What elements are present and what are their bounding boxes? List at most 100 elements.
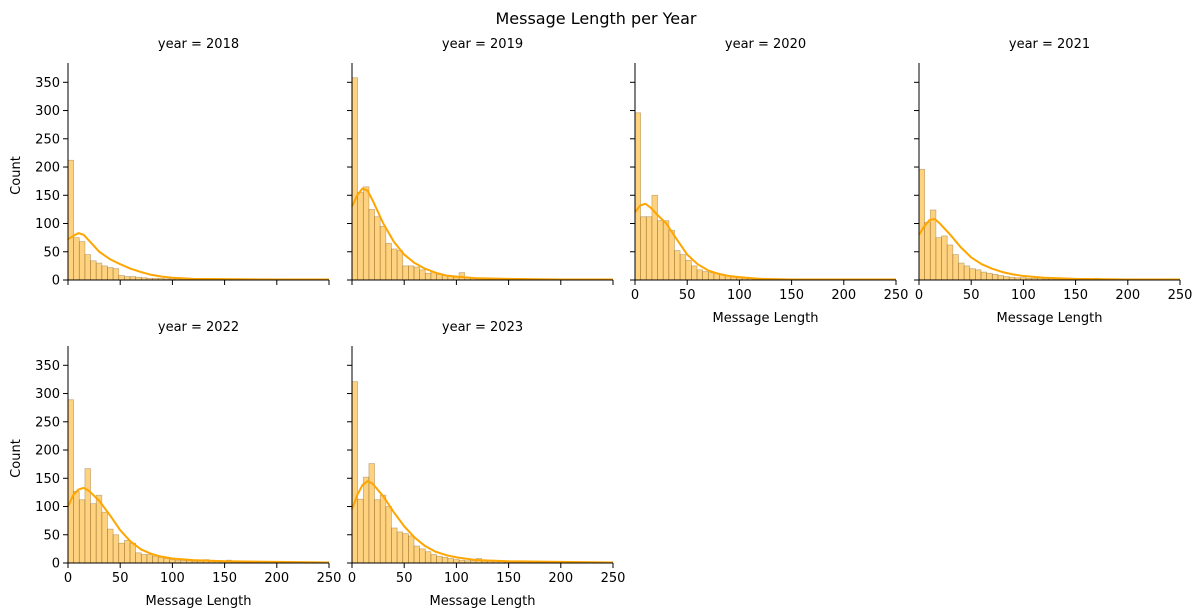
- histogram-bar: [107, 267, 114, 281]
- histogram-bar: [391, 248, 398, 281]
- x-tick-label: 200: [548, 571, 573, 586]
- histogram-bar: [436, 555, 443, 564]
- histogram-bar: [651, 194, 658, 281]
- histogram-bar: [95, 494, 103, 564]
- histogram-bar: [447, 558, 454, 564]
- histogram-bar: [645, 216, 653, 281]
- histogram-bar: [90, 260, 97, 281]
- kde-curve: [351, 480, 614, 564]
- x-tick-label: 50: [112, 571, 129, 586]
- facet-panel-2023: year = 2023 0 50 100 150 200 250 Message Length: [347, 320, 625, 609]
- histogram-bar: [963, 265, 971, 281]
- histogram-bar: [112, 268, 120, 281]
- histogram-bar: [640, 216, 647, 281]
- histogram-bar: [129, 542, 136, 564]
- histogram-bar: [124, 276, 131, 281]
- facet-label: year = 2018: [158, 37, 239, 52]
- y-axis-label: Count: [9, 156, 24, 195]
- x-tick-label: 0: [631, 288, 639, 303]
- x-axis-label: Message Length: [146, 594, 252, 609]
- y-tick-label: 300: [35, 104, 60, 119]
- facet-panel-2021: year = 2021 0 50 100 150 200 250 Message Length: [914, 37, 1192, 326]
- histogram-bar: [351, 381, 358, 564]
- histogram-bar: [424, 551, 432, 564]
- y-tick-label: 350: [35, 359, 60, 374]
- histogram-bar: [691, 265, 698, 281]
- x-tick-label: 0: [348, 571, 356, 586]
- y-tick-label: 100: [35, 500, 60, 515]
- histogram-bar: [95, 262, 103, 281]
- histogram-bar: [351, 77, 358, 281]
- kde-curve: [67, 232, 329, 281]
- histogram-bar: [67, 399, 74, 564]
- x-tick-label: 150: [1063, 288, 1088, 303]
- x-tick-label: 50: [963, 288, 980, 303]
- facet-panel-2019: year = 2019: [347, 37, 614, 285]
- facet-panel-2018: year = 2018 0 50 100 150 200 250 300 350 Count: [9, 37, 330, 289]
- histogram-bar: [685, 259, 692, 281]
- histogram-bar: [362, 476, 370, 564]
- facet-label: year = 2021: [1009, 37, 1090, 52]
- x-tick-label: 250: [317, 571, 342, 586]
- histogram-bar: [379, 494, 387, 564]
- chart-title: Message Length per Year: [495, 9, 696, 28]
- y-tick-label: 300: [35, 387, 60, 402]
- x-tick-label: 100: [160, 571, 185, 586]
- histogram-bar: [169, 559, 176, 564]
- histogram-bar: [453, 559, 460, 564]
- histogram-bar: [413, 266, 421, 281]
- facet-label: year = 2023: [442, 320, 523, 335]
- kde-curve: [918, 217, 1180, 281]
- y-tick-label: 250: [35, 132, 60, 147]
- y-axis-label: Count: [9, 439, 24, 478]
- x-tick-label: 0: [64, 571, 72, 586]
- histogram-bar: [935, 237, 942, 281]
- histogram-bar: [941, 235, 948, 281]
- histogram-bar: [129, 276, 136, 281]
- x-tick-label: 250: [1168, 288, 1193, 303]
- y-tick-label: 200: [35, 444, 60, 459]
- histogram-bar: [118, 275, 125, 281]
- x-tick-label: 200: [831, 288, 856, 303]
- histogram-bar: [101, 511, 108, 564]
- y-tick-label: 0: [52, 274, 60, 289]
- histogram-bar: [924, 222, 931, 281]
- histogram-bar: [402, 265, 409, 281]
- histogram-bar: [668, 229, 675, 281]
- histogram-bar: [78, 499, 86, 564]
- x-tick-label: 150: [212, 571, 237, 586]
- x-tick-label: 50: [679, 288, 696, 303]
- histogram-bar: [674, 250, 681, 281]
- histogram-bar: [980, 271, 988, 281]
- histogram-bar: [969, 268, 976, 281]
- histogram-bar: [78, 241, 86, 281]
- histogram-bar: [419, 548, 426, 564]
- x-tick-label: 150: [496, 571, 521, 586]
- histogram-bar: [385, 506, 392, 564]
- y-tick-label: 150: [35, 189, 60, 204]
- x-tick-label: 100: [1011, 288, 1036, 303]
- y-tick-label: 150: [35, 472, 60, 487]
- x-tick-label: 250: [884, 288, 909, 303]
- histogram-bar: [385, 242, 392, 281]
- x-axis-label: Message Length: [997, 311, 1103, 326]
- histogram-bar: [408, 265, 415, 281]
- histogram-bar: [975, 269, 982, 281]
- histogram-bar: [1003, 276, 1010, 281]
- y-tick-label: 100: [35, 217, 60, 232]
- y-tick-label: 50: [43, 528, 60, 543]
- x-tick-label: 250: [601, 571, 626, 586]
- histogram-bar: [368, 209, 375, 281]
- histogram-bar: [101, 265, 108, 281]
- histogram-bar: [374, 499, 381, 564]
- histogram-bar: [112, 534, 120, 564]
- histogram-bar: [396, 250, 404, 281]
- facet-label: year = 2019: [442, 37, 523, 52]
- x-tick-label: 100: [727, 288, 752, 303]
- kde-curve: [67, 486, 330, 564]
- histogram-bar: [374, 216, 381, 281]
- histogram-bar: [424, 272, 432, 281]
- histogram-bar: [368, 463, 375, 564]
- histogram-bar: [679, 254, 687, 281]
